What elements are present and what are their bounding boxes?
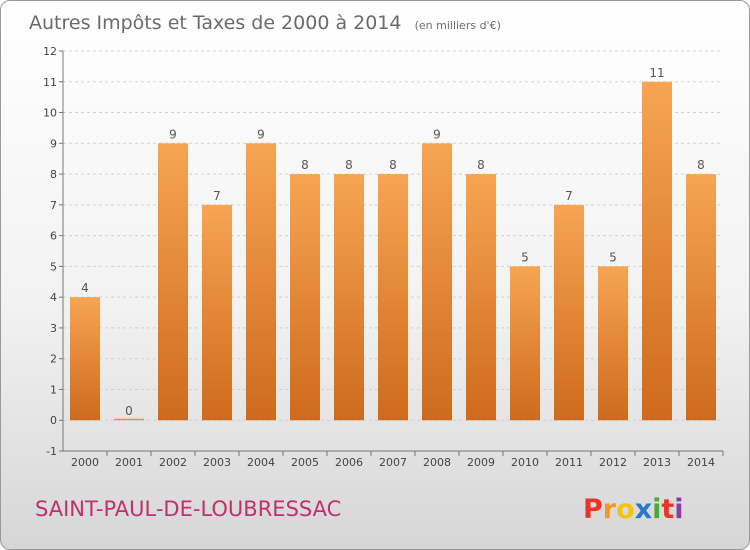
bar [70,297,100,421]
value-label: 5 [609,250,617,264]
y-tick-label: 7 [50,199,57,212]
bar [466,174,496,421]
y-tick-label: 3 [50,322,57,335]
value-label: 11 [649,66,664,80]
axes [62,51,723,452]
logo-letter: r [603,494,617,525]
x-tick-label: 2012 [599,456,627,469]
x-axis-ticks: 2000 2001 2002 2003 2004 2005 2006 2007 2008 2009… [71,451,724,469]
commune-name: SAINT-PAUL-DE-LOUBRESSAC [35,497,341,521]
bar [158,143,188,421]
bar [202,204,232,421]
x-tick-label: 2005 [291,456,319,469]
chart-title-main: Autres Impôts et Taxes de 2000 à 2014 [29,12,402,34]
y-tick-label: 9 [50,137,57,150]
bar [642,81,672,421]
value-labels: 4 0 9 7 9 8 8 8 9 8 5 7 5 11 8 [81,66,705,418]
bar [422,143,452,421]
logo-letter: P [583,494,603,525]
value-label: 8 [345,158,353,172]
x-tick-label: 2014 [687,456,715,469]
x-tick-label: 2010 [511,456,539,469]
bar [246,143,276,421]
value-label: 8 [477,158,485,172]
value-label: 4 [81,281,89,295]
value-label: 0 [125,404,133,418]
x-tick-label: 2003 [203,456,231,469]
x-tick-label: 2006 [335,456,363,469]
bar [114,418,144,421]
value-label: 7 [213,189,221,203]
x-tick-label: 2004 [247,456,275,469]
y-tick-label: 0 [50,414,57,427]
y-tick-label: 1 [50,383,57,396]
bars [70,81,716,421]
y-tick-label: 4 [50,291,57,304]
bar [598,266,628,421]
x-tick-label: 2013 [643,456,671,469]
proxiti-logo: Proxiti [583,494,684,525]
x-tick-label: 2007 [379,456,407,469]
logo-letter: i [674,494,683,525]
value-label: 9 [169,127,177,141]
x-tick-label: 2008 [423,456,451,469]
x-tick-label: 2002 [159,456,187,469]
value-label: 8 [389,158,397,172]
value-label: 8 [301,158,309,172]
chart-title-unit: (en milliers d'€) [415,19,501,32]
bar [290,174,320,421]
logo-letter: t [661,494,674,525]
value-label: 9 [433,127,441,141]
bar [334,174,364,421]
y-tick-label: 6 [50,230,57,243]
x-tick-label: 2009 [467,456,495,469]
y-tick-label: 8 [50,168,57,181]
value-label: 8 [697,158,705,172]
x-tick-label: 2000 [71,456,99,469]
y-tick-label: 2 [50,353,57,366]
y-tick-label: 11 [43,76,57,89]
y-tick-label: 5 [50,260,57,273]
value-label: 5 [521,250,529,264]
y-tick-label: 12 [43,45,57,58]
y-tick-label: 10 [43,107,57,120]
bar [554,204,584,421]
x-tick-label: 2001 [115,456,143,469]
bar [510,266,540,421]
value-label: 9 [257,127,265,141]
bar [686,174,716,421]
value-label: 7 [565,189,573,203]
x-tick-label: 2011 [555,456,583,469]
bar [378,174,408,421]
logo-letter: o [616,494,635,525]
logo-letter: i [652,494,661,525]
chart-title: Autres Impôts et Taxes de 2000 à 2014 (e… [29,12,501,34]
logo-letter: x [635,494,652,525]
y-tick-label: -1 [46,445,57,458]
